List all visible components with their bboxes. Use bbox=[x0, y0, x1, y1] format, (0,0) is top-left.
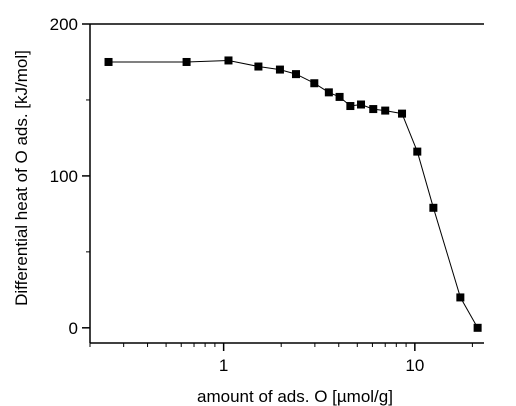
x-tick-label: 10 bbox=[405, 356, 424, 375]
data-points bbox=[104, 56, 482, 332]
axis-ticks bbox=[82, 23, 473, 351]
data-point bbox=[275, 65, 284, 74]
data-point bbox=[104, 57, 113, 66]
data-point bbox=[291, 70, 300, 79]
data-point bbox=[346, 102, 355, 111]
data-point bbox=[182, 57, 191, 66]
axis-tick-labels: 0 100 200 1 10 bbox=[50, 15, 425, 375]
series-line bbox=[108, 59, 479, 329]
y-tick-label: 0 bbox=[69, 319, 78, 338]
x-tick-label: 1 bbox=[219, 356, 228, 375]
chart-axes bbox=[89, 23, 484, 344]
data-point bbox=[413, 147, 422, 156]
data-point bbox=[357, 100, 366, 109]
data-point bbox=[429, 203, 438, 212]
data-point bbox=[381, 106, 390, 115]
data-point bbox=[369, 105, 378, 114]
data-point bbox=[398, 109, 407, 118]
data-point bbox=[473, 323, 482, 332]
data-point bbox=[335, 92, 344, 101]
data-point bbox=[310, 79, 319, 88]
data-point bbox=[254, 62, 263, 71]
y-tick-label: 200 bbox=[50, 15, 78, 34]
data-point bbox=[224, 56, 233, 65]
y-axis-title: Differential heat of O ads. [kJ/mol] bbox=[12, 50, 31, 306]
data-point bbox=[456, 293, 465, 302]
x-axis-title: amount of ads. O [µmol/g] bbox=[197, 387, 393, 406]
y-tick-label: 100 bbox=[50, 167, 78, 186]
data-point bbox=[324, 88, 333, 97]
